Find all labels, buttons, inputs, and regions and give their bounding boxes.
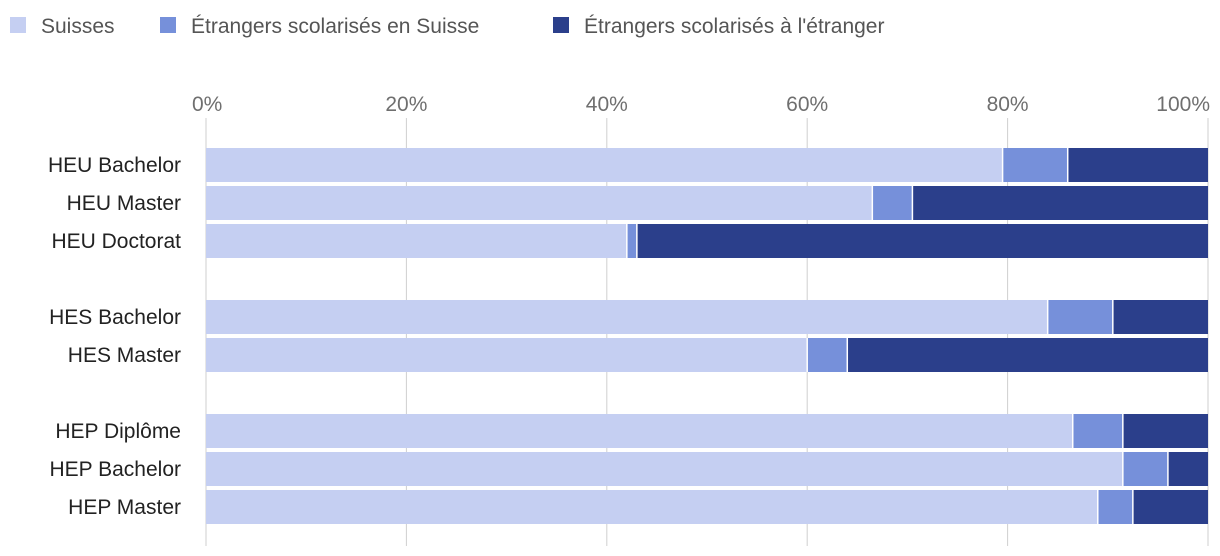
bar-3-series-1 [206,224,627,258]
category-label-1: HEU Bachelor [48,154,181,177]
bar-5-series-1 [206,338,808,372]
bar-6-series-1 [206,414,1073,448]
category-label-6: HEP Diplôme [55,420,181,443]
bar-2-series-2 [872,186,913,220]
category-label-4: HES Bachelor [49,306,181,329]
bar-7-series-2 [1122,452,1168,486]
bar-4-series-1 [206,300,1048,334]
bar-6-series-3 [1122,414,1208,448]
bar-8-series-3 [1132,490,1208,524]
category-label-7: HEP Bachelor [49,458,181,481]
bar-1-series-3 [1067,148,1208,182]
legend-label-1: Suisses [41,15,115,38]
bar-2-series-3 [912,186,1208,220]
x-tick-label-3: 60% [786,93,828,116]
bar-5-series-2 [807,338,848,372]
x-tick-label-4: 80% [987,93,1029,116]
bar-5-series-3 [847,338,1208,372]
legend-label-2: Étrangers scolarisés en Suisse [191,15,479,38]
bar-3-series-2 [626,224,637,258]
bar-4-series-2 [1047,300,1113,334]
x-tick-label-1: 20% [385,93,427,116]
bar-7-series-3 [1167,452,1208,486]
x-axis-ticks: 0% 20% 40% 60% 80% 100% [192,93,1210,116]
x-tick-label-0: 0% [192,93,222,116]
bar-8-series-1 [206,490,1098,524]
bar-1-series-2 [1002,148,1068,182]
category-label-2: HEU Master [67,192,181,215]
bar-4-series-3 [1112,300,1208,334]
bars [206,148,1208,524]
legend-label-3: Étrangers scolarisés à l'étranger [584,15,884,38]
bar-6-series-2 [1072,414,1123,448]
legend: Suisses Étrangers scolarisés en Suisse Étr… [10,15,884,38]
category-label-5: HES Master [68,344,181,367]
bar-8-series-2 [1097,490,1133,524]
category-labels: HEU Bachelor HEU Master HEU Doctorat HES Ba… [48,154,181,519]
x-tick-label-2: 40% [586,93,628,116]
bar-2-series-1 [206,186,873,220]
bar-7-series-1 [206,452,1123,486]
category-label-8: HEP Master [68,496,181,519]
bar-3-series-3 [636,224,1208,258]
x-tick-label-5: 100% [1156,93,1210,116]
bar-1-series-1 [206,148,1003,182]
category-label-3: HEU Doctorat [51,230,181,253]
legend-swatch-2 [160,17,176,33]
legend-swatch-1 [10,17,26,33]
legend-swatch-3 [553,17,569,33]
